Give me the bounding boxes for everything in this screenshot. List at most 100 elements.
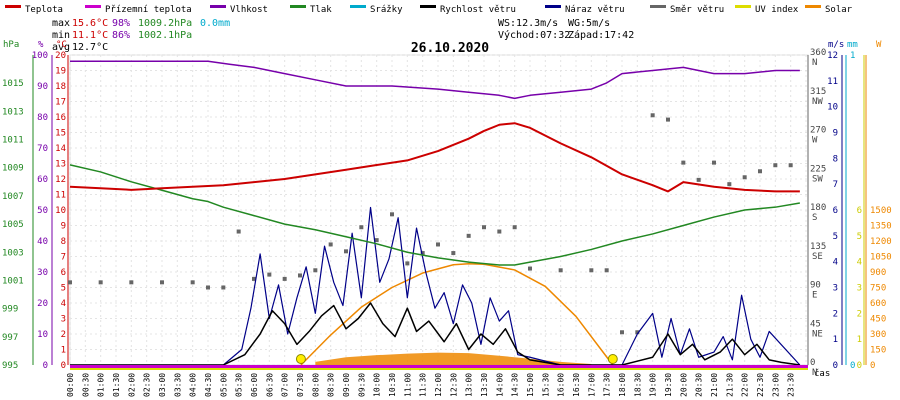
wind-direction-point (129, 280, 134, 285)
tick-solar_w-5: 750 (870, 284, 886, 294)
tick-temperature_c-2: 2 (61, 330, 66, 340)
wind-direction-point (160, 280, 164, 285)
wind-direction-point (405, 261, 410, 266)
wind-direction-point (482, 225, 486, 230)
x-tick-label-9: 04:30 (204, 373, 213, 397)
x-tick-label-20: 10:00 (373, 373, 382, 397)
x-tick-label-17: 08:30 (327, 373, 336, 397)
sun-marker-0 (295, 354, 306, 364)
tick-temperature_c-19: 19 (55, 67, 66, 77)
stat-avg-label: avg (52, 42, 70, 53)
axes: 9959979991001100310051007100910111013101… (2, 48, 892, 378)
x-tick-label-7: 03:30 (173, 373, 182, 397)
x-tick-label-37: 18:30 (633, 373, 642, 397)
stat-min-label: min (52, 30, 70, 41)
tick-rain_mm-0: 0 (850, 361, 855, 371)
wind-direction-point (436, 242, 440, 247)
x-tick-label-1: 00:30 (81, 373, 90, 397)
tick-solar_w-4: 600 (870, 299, 886, 309)
x-tick-label-11: 05:30 (235, 373, 244, 397)
tick-solar_w-6: 900 (870, 268, 886, 278)
wind-direction-point (68, 280, 72, 285)
tick-pressure_hpa-8: 1011 (2, 136, 24, 146)
x-tick-label-28: 14:00 (495, 373, 504, 397)
legend-label-2: Vlhkost (230, 5, 268, 15)
tick-wind_ms-4: 4 (833, 258, 838, 268)
tick-temperature_c-13: 13 (55, 160, 66, 170)
stat-wg: WG:5m/s (568, 18, 610, 29)
x-tick-label-18: 09:00 (342, 373, 351, 397)
tick-pressure_hpa-10: 1015 (2, 79, 24, 89)
tick-solar_w-2: 300 (870, 330, 886, 340)
tick-humidity_pct-9: 90 (37, 82, 48, 92)
tick-humidity_pct-8: 80 (37, 113, 48, 123)
tick-wind_direction-deg-3: 135 (810, 242, 826, 252)
tick-temperature_c-18: 18 (55, 82, 66, 92)
wind-direction-point (604, 268, 609, 273)
x-tick-label-26: 13:00 (465, 373, 474, 397)
legend-label-3: Tlak (310, 5, 332, 15)
tick-wind_direction-deg-2: 90 (810, 281, 821, 291)
tick-humidity_pct-6: 60 (37, 175, 48, 185)
tick-solar_w-0: 0 (870, 361, 875, 371)
legend-label-1: Přízemní teplota (105, 5, 192, 15)
stats-panel: max 15.6°C 98% 1009.2hPa 0.0mm min 11.1°… (52, 18, 634, 56)
tick-pressure_hpa-9: 1013 (2, 107, 24, 117)
wind-direction-point (727, 182, 732, 187)
wind-direction-point (773, 163, 778, 168)
tick-pressure_hpa-2: 999 (2, 305, 18, 315)
tick-wind_ms-11: 11 (827, 77, 838, 87)
x-tick-label-44: 22:00 (741, 373, 750, 397)
tick-wind_direction-dir-3: SE (812, 252, 823, 262)
tick-wind_direction-dir-0: N (812, 368, 817, 378)
wind-direction-point (344, 249, 348, 254)
wind-direction-point (252, 276, 256, 281)
wind-direction-point (758, 169, 762, 174)
x-tick-label-25: 12:30 (449, 373, 458, 397)
x-tick-label-4: 02:00 (127, 373, 136, 397)
legend-swatch-1 (85, 5, 101, 8)
tick-humidity_pct-3: 30 (37, 268, 48, 278)
tick-pressure_hpa-0: 995 (2, 361, 18, 371)
x-axis-band (70, 365, 808, 368)
legend-swatch-7 (650, 5, 666, 8)
x-tick-label-14: 07:00 (281, 373, 290, 397)
wind-direction-point (620, 330, 624, 335)
legend-label-0: Teplota (25, 5, 63, 15)
x-tick-label-46: 23:00 (771, 373, 780, 397)
tick-wind_ms-8: 8 (833, 154, 838, 164)
tick-wind_direction-dir-8: N (812, 58, 817, 68)
tick-wind_direction-dir-5: SW (812, 174, 823, 184)
grid (69, 54, 809, 366)
tick-temperature_c-9: 9 (61, 222, 66, 232)
wind-direction-point (313, 268, 318, 273)
series-pressure (69, 164, 800, 266)
legend-swatch-3 (290, 5, 306, 8)
wind-direction-point (420, 251, 425, 256)
tick-solar_w-8: 1200 (870, 237, 892, 247)
x-tick-label-24: 12:00 (434, 373, 443, 397)
tick-temperature_c-10: 10 (55, 206, 66, 216)
tick-uv-3: 3 (857, 284, 862, 294)
x-tick-label-10: 05:00 (219, 373, 228, 397)
tick-wind_ms-3: 3 (833, 284, 838, 294)
x-tick-label-35: 17:30 (603, 373, 612, 397)
series-temperature (69, 122, 800, 193)
legend-label-6: Náraz větru (565, 5, 625, 15)
tick-wind_direction-dir-1: NE (812, 329, 823, 339)
stat-max-press: 1009.2hPa (138, 18, 192, 29)
wind-direction-point (359, 225, 364, 230)
x-axis-uv-band (70, 368, 808, 370)
series-humidity (70, 60, 800, 100)
tick-wind_ms-0: 0 (833, 361, 838, 371)
wind-direction-point (512, 225, 517, 230)
axis-unit-labels: hPa % °C m/s mm W čas (3, 40, 882, 379)
x-tick-label-43: 21:30 (725, 373, 734, 397)
stat-max-label: max (52, 18, 70, 29)
tick-humidity_pct-0: 0 (43, 361, 48, 371)
x-tick-label-34: 17:00 (587, 373, 596, 397)
legend-swatch-0 (5, 5, 21, 8)
wind-direction-point (282, 276, 287, 281)
x-tick-label-42: 21:00 (710, 373, 719, 397)
unit-w: W (876, 40, 882, 50)
